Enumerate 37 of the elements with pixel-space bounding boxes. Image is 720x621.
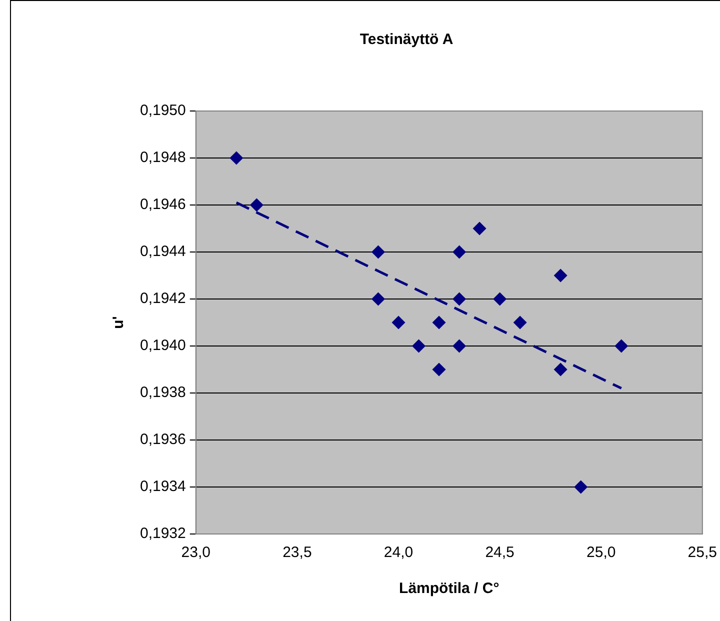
y-tick-label: 0,1946 [140, 196, 186, 214]
point [615, 340, 628, 352]
point [412, 340, 425, 352]
point [453, 340, 466, 352]
y-tick-label: 0,1936 [140, 431, 186, 448]
y-tick-label: 0,1950 [140, 102, 186, 120]
point [432, 316, 446, 329]
x-tick-label: 24,0 [384, 544, 414, 562]
point [514, 316, 526, 329]
point [432, 363, 446, 376]
y-tick-label: 0,1940 [140, 337, 186, 354]
y-tick-label: 0,1934 [140, 478, 186, 496]
point [554, 363, 567, 376]
y-tick-label: 0,1938 [140, 384, 186, 402]
point [392, 316, 405, 329]
point [230, 152, 243, 164]
x-tick-label: 23,5 [282, 544, 312, 562]
point [453, 292, 466, 306]
y-axis-title: u' [110, 316, 128, 329]
point [473, 222, 486, 235]
point [574, 480, 588, 494]
chart-title: Testinäyttö A [360, 31, 454, 48]
point [554, 269, 567, 282]
y-tick-label: 0,1948 [140, 149, 186, 166]
point [250, 198, 263, 212]
point [372, 246, 384, 258]
point [453, 246, 466, 258]
y-tick-label: 0,1942 [140, 290, 186, 308]
x-tick-label: 23,0 [181, 544, 210, 562]
y-tick-label: 0,1944 [140, 243, 186, 260]
point [372, 292, 384, 306]
y-tick-label: 0,1932 [140, 525, 186, 542]
x-tick-label: 24,5 [485, 544, 514, 562]
x-tick-label: 25,0 [586, 544, 616, 562]
x-axis-title: Lämpötila / C° [399, 580, 500, 598]
x-tick-label: 25,5 [688, 544, 718, 562]
point [494, 292, 506, 306]
